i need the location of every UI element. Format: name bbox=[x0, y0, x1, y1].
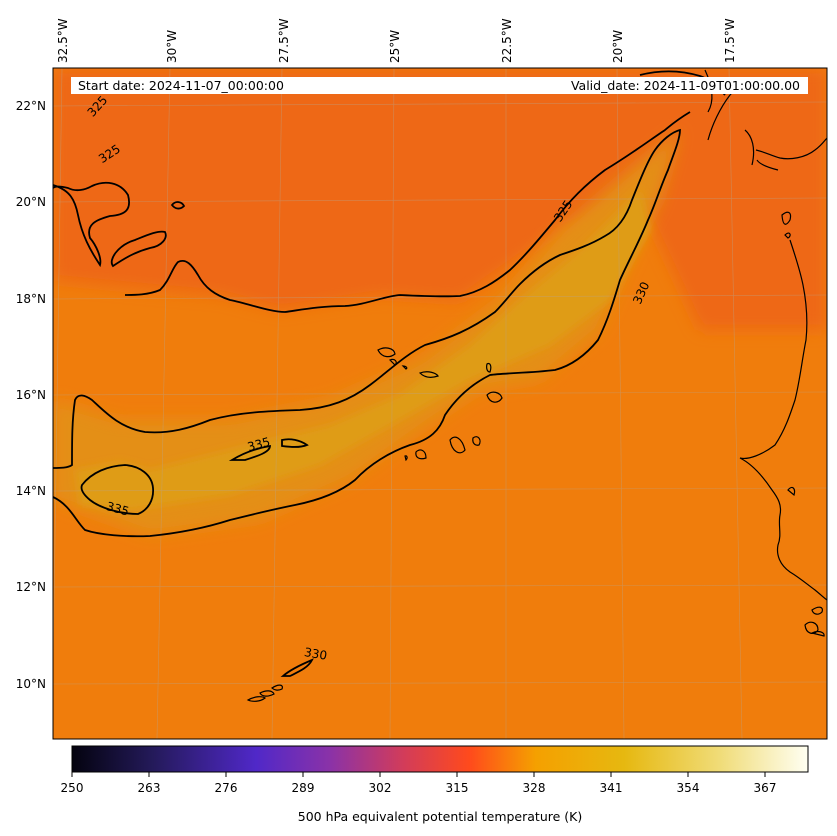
cbar-tick-367: 367 bbox=[754, 781, 777, 795]
cbar-tick-276: 276 bbox=[215, 781, 238, 795]
contour-label-330-b: 330 bbox=[303, 645, 328, 663]
contour-label-335-a: 335 bbox=[246, 435, 272, 454]
africa-coastline bbox=[707, 77, 827, 637]
cbar-tick-263: 263 bbox=[138, 781, 161, 795]
colorbar-bar bbox=[71, 745, 809, 773]
lat-label-16n: 16°N bbox=[16, 388, 46, 402]
lon-label-22-5w: 22.5°W bbox=[500, 18, 514, 63]
longitude-labels: 32.5°W 30°W 27.5°W 25°W 22.5°W 20°W 17.5… bbox=[56, 18, 737, 63]
colorbar: 250 263 276 289 302 315 328 341 354 367 … bbox=[61, 745, 809, 824]
lat-label-10n: 10°N bbox=[16, 677, 46, 691]
contour-label-335-b: 335 bbox=[105, 499, 131, 518]
contour-325-main bbox=[110, 111, 691, 313]
field-warm-band bbox=[53, 130, 680, 535]
colorbar-title: 500 hPa equivalent potential temperature… bbox=[298, 809, 582, 824]
contour-330-main bbox=[53, 128, 681, 538]
lon-label-20w: 20°W bbox=[611, 30, 625, 63]
lat-label-20n: 20°N bbox=[16, 195, 46, 209]
lon-label-32-5w: 32.5°W bbox=[56, 18, 70, 63]
cbar-tick-302: 302 bbox=[369, 781, 392, 795]
lon-label-30w: 30°W bbox=[165, 30, 179, 63]
map-frame bbox=[52, 67, 828, 740]
start-date-text: Start date: 2024-11-07_00:00:00 bbox=[78, 78, 284, 93]
contour-325-north bbox=[53, 181, 130, 268]
lon-label-27-5w: 27.5°W bbox=[277, 18, 291, 63]
lon-label-17-5w: 17.5°W bbox=[723, 18, 737, 63]
contour-330-south bbox=[280, 658, 314, 677]
lat-label-18n: 18°N bbox=[16, 292, 46, 306]
map-panel: 325 325 325 330 335 335 330 Start date: … bbox=[53, 68, 827, 739]
cbar-tick-250: 250 bbox=[61, 781, 84, 795]
cbar-tick-289: 289 bbox=[292, 781, 315, 795]
graticule bbox=[53, 68, 827, 739]
lat-label-14n: 14°N bbox=[16, 484, 46, 498]
valid-date-text: Valid_date: 2024-11-09T01:00:00.00 bbox=[571, 78, 800, 93]
cape-verde-islands bbox=[377, 347, 503, 462]
contour-325-small bbox=[170, 201, 186, 210]
date-banner bbox=[71, 77, 808, 94]
lon-label-25w: 25°W bbox=[388, 30, 402, 63]
field-warm-core bbox=[75, 190, 650, 510]
lat-label-12n: 12°N bbox=[16, 580, 46, 594]
cbar-tick-341: 341 bbox=[600, 781, 623, 795]
contour-335-west bbox=[80, 464, 154, 515]
cbar-tick-354: 354 bbox=[677, 781, 700, 795]
contour-335-center bbox=[228, 438, 309, 461]
field-cool-region bbox=[53, 68, 827, 330]
latitude-labels: 22°N 20°N 18°N 16°N 14°N 12°N 10°N bbox=[16, 99, 46, 691]
cbar-tick-315: 315 bbox=[446, 781, 469, 795]
cbar-tick-328: 328 bbox=[523, 781, 546, 795]
southern-islets bbox=[246, 684, 283, 702]
lat-label-22n: 22°N bbox=[16, 99, 46, 113]
colorbar-ticks bbox=[71, 772, 766, 777]
